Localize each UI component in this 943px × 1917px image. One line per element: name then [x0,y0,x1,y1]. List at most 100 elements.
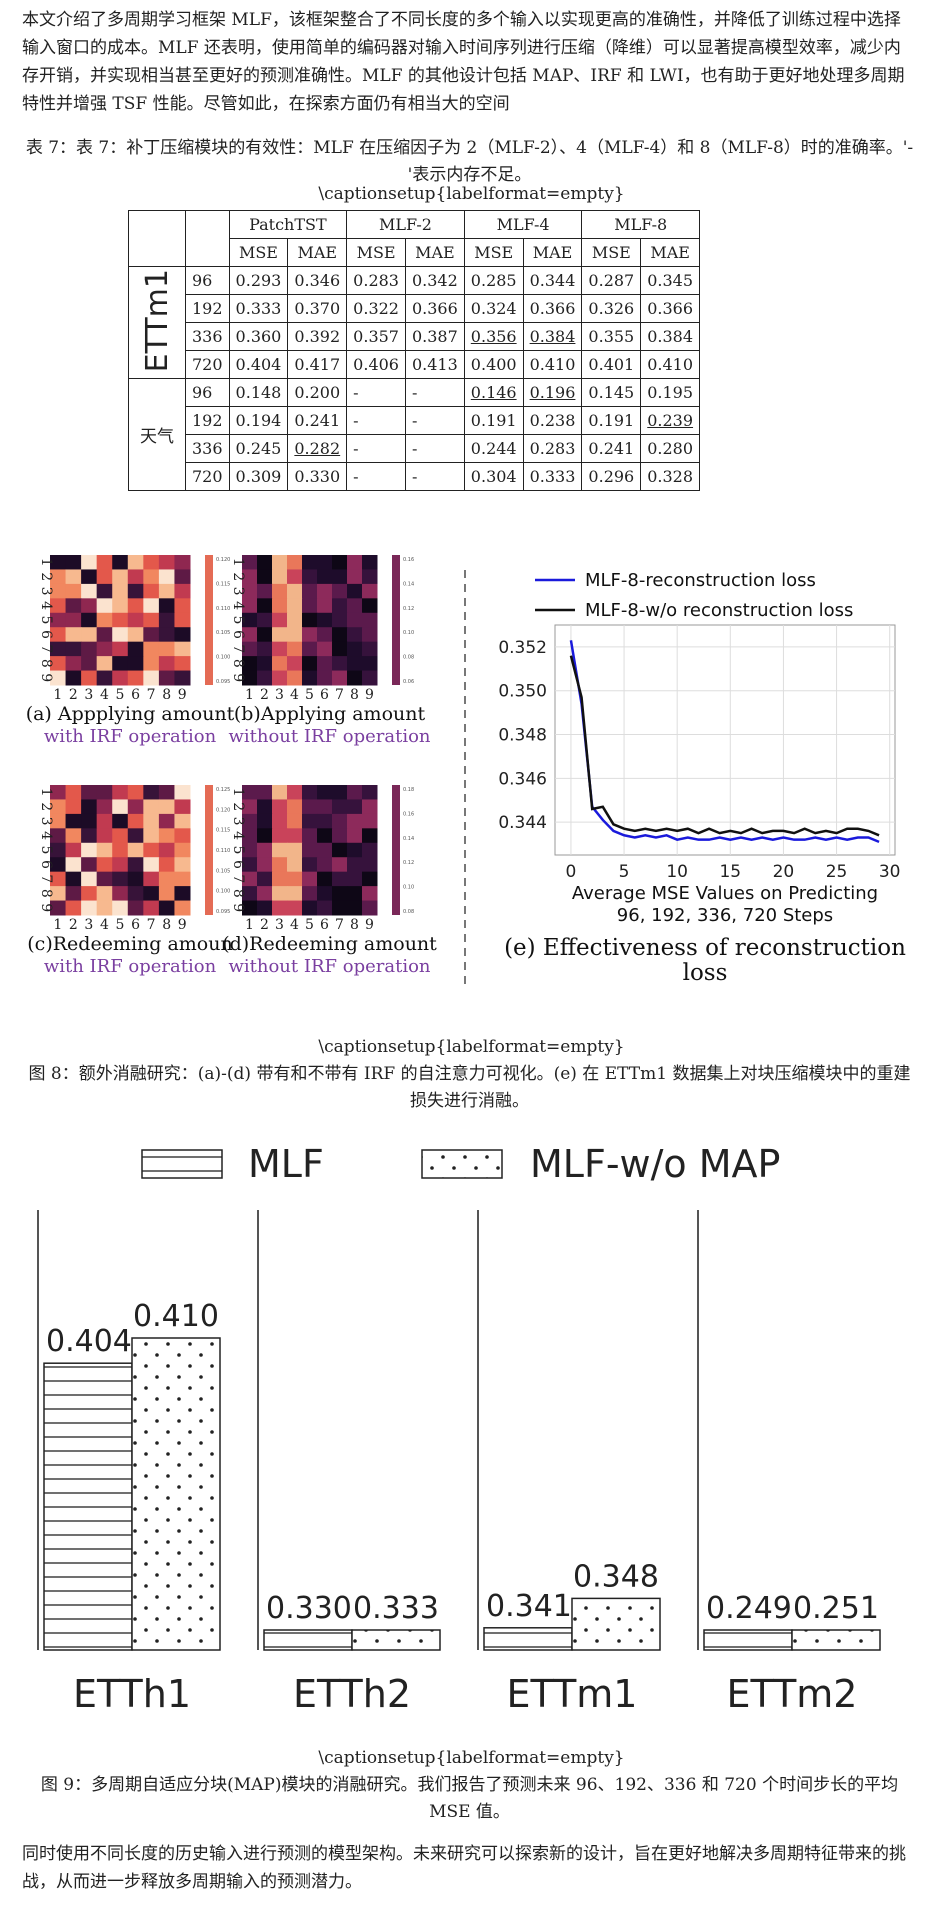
heatmap-cell [242,569,258,585]
heatmap-y-tick: 3 [38,817,54,826]
heatmap-cell [242,598,258,614]
value-cell: 0.417 [287,350,348,379]
heatmap-x-tick: 9 [178,917,187,933]
heatmap-x-tick: 4 [100,917,109,933]
heatmap-y-tick: 7 [38,874,54,883]
heatmap-y-tick: 4 [38,831,54,840]
heatmap-cell [174,627,191,643]
heatmap-cell [287,583,303,599]
value-cell: 0.148 [228,378,289,407]
heatmap-cell [81,842,98,858]
bar-value-label: 0.249 [706,1591,792,1626]
heatmap-x-tick: 2 [260,687,269,703]
heatmap-cell [257,598,273,614]
heatmap-cell [242,583,258,599]
value-cell: 0.400 [463,350,524,379]
bar [43,1362,133,1651]
category-label: ETTm1 [507,1672,638,1716]
value-cell: - [404,378,465,407]
heatmap-cell [127,813,144,829]
heatmap-cell [174,813,191,829]
outro-paragraph: 同时使用不同长度的历史输入进行预测的模型架构。未来研究可以探索新的设计，旨在更好… [22,1844,906,1892]
heatmap-cell [317,612,333,628]
value-cell: 0.404 [228,350,289,379]
heatmap-cell [362,828,378,844]
heatmap-cell [347,598,363,614]
heatmap-cell [50,813,67,829]
heatmap-x-tick: 1 [53,917,62,933]
horizon-cell: 336 [185,322,230,351]
colorbar-tick: 0.14 [403,581,414,587]
heatmap-cell [317,656,333,672]
heatmap-cell [272,627,288,643]
heatmap-y-tick: 9 [230,903,246,912]
value-cell: 0.346 [287,266,348,295]
value-cell: 0.287 [581,266,642,295]
heatmap-cell [272,813,288,829]
value-cell: 0.387 [404,322,465,351]
heatmap-cell [287,656,303,672]
heatmap-y-tick: 5 [230,846,246,855]
table-row: 192 0.333 0.370 0.322 0.366 0.324 0.366 0.326 0.… [129,294,701,323]
colorbar-tick: 0.120 [216,557,230,563]
heatmap-cell [362,569,378,585]
heatmap-cell [257,842,273,858]
bar-value-label: 0.348 [573,1559,659,1594]
heatmap-cell [257,799,273,815]
heatmap-cell [257,900,273,916]
heatmap-cell [96,842,113,858]
heatmap-cell [174,612,191,628]
colorbar-tick: 0.14 [403,836,414,842]
heatmap-x-tick: 3 [275,917,284,933]
heatmap-cell [158,612,175,628]
heatmap-cell [81,598,98,614]
table-row: ETTm1 96 0.293 0.346 0.283 0.342 0.285 0.344 0.2… [128,266,701,379]
heatmap-y-tick: 1 [38,558,54,567]
figure8-captionsetup: \captionsetup{labelformat=empty} [318,1037,625,1057]
heatmap-cell [242,886,258,902]
heatmap-cell [257,871,273,887]
heatmap-y-tick: 1 [230,558,246,567]
heatmap-cell [287,813,303,829]
model-header: MLF-8 [581,210,701,239]
heatmap-cell [347,555,363,570]
heatmap-cell [81,785,98,800]
category-label: ETTh1 [73,1672,191,1716]
heatmap-cell [96,813,113,829]
heatmap-cell [143,842,160,858]
heatmap-cell [112,842,129,858]
heatmap-cell [287,670,303,686]
heatmap-cell [112,569,129,585]
heatmap-x-tick: 8 [350,687,359,703]
bar-value-label: 0.330 [266,1591,352,1626]
heatmap-cell [50,857,67,873]
heatmap-y-tick: 6 [38,630,54,639]
heatmap-cell [158,785,175,800]
heatmap-cell [332,785,348,800]
heatmap-cell [317,842,333,858]
panel-sublabel: with IRF operation [44,726,217,747]
heatmap-x-tick: 1 [245,687,254,703]
figure-8: 0.1200.1150.1100.1050.1000.0951122334455… [26,555,906,990]
heatmap-cell [302,813,318,829]
heatmap-cell [272,569,288,585]
heatmap-cell [362,583,378,599]
figure9-captionsetup: \captionsetup{labelformat=empty} [318,1748,625,1768]
y-tick-label: 0.346 [498,769,547,789]
heatmap-cell [347,569,363,585]
heatmap-cell [50,598,67,614]
heatmap-cell [302,785,318,800]
heatmap-cell [362,785,378,800]
heatmap-cell [65,799,82,815]
colorbar-tick: 0.125 [216,787,230,793]
legend-label: MLF-w/o MAP [530,1142,780,1186]
heatmap-cell [50,886,67,902]
value-cell: - [404,462,465,491]
table7-captionsetup: \captionsetup{labelformat=empty} [318,184,625,204]
horizon-cell: 192 [185,294,230,323]
horizon-cell: 96 [185,378,230,407]
heatmap-cell [242,670,258,686]
heatmap-y-tick: 5 [38,846,54,855]
heatmap-cell [158,828,175,844]
heatmap-cell [302,555,318,570]
